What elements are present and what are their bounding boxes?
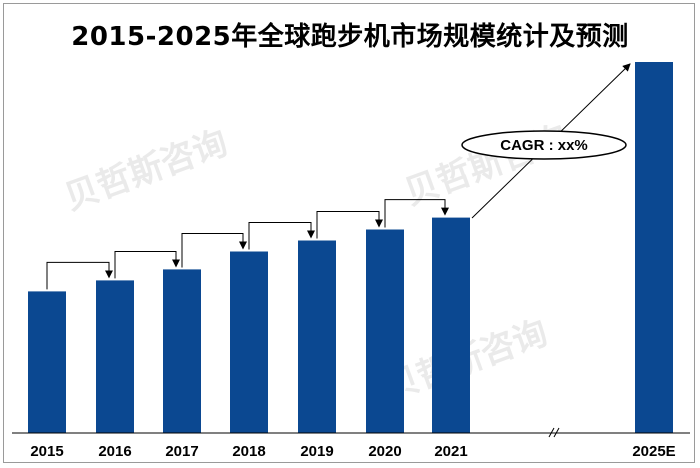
bar-2020: [366, 229, 404, 433]
x-tick-label-2018: 2018: [232, 443, 265, 460]
x-tick-labels: 2015 2016 2017 2018 2019 2020 2021 2025E: [30, 443, 675, 460]
x-tick-label-2016: 2016: [98, 443, 131, 460]
connector-2017-2018: [181, 232, 247, 268]
x-tick-label-2021: 2021: [434, 443, 467, 460]
bar-2017: [163, 269, 201, 433]
bar-2018: [230, 251, 268, 433]
chart-title: 2015-2025年全球跑步机市场规模统计及预测: [71, 22, 629, 52]
connector-2015-2016: [46, 261, 113, 290]
year-over-year-connectors: [46, 199, 449, 290]
connector-2020-2021: [384, 199, 449, 228]
connector-2019-2020: [316, 211, 383, 239]
connector-2018-2019: [248, 222, 315, 250]
x-tick-label-2017: 2017: [165, 443, 198, 460]
axis-break-icon: [548, 427, 560, 438]
x-tick-label-2019: 2019: [300, 443, 333, 460]
connector-2016-2017: [114, 250, 180, 279]
bar-2025E: [635, 62, 673, 433]
bar-2016: [96, 280, 134, 433]
x-tick-label-2015: 2015: [30, 443, 63, 460]
bars-layer: [28, 62, 673, 433]
x-tick-label-2025E: 2025E: [632, 443, 675, 460]
cagr-label: CAGR : xx%: [500, 137, 588, 154]
watermark-left: 贝哲斯咨询: [59, 123, 232, 219]
bar-2015: [28, 291, 66, 433]
bar-2019: [298, 240, 336, 433]
bar-2021: [432, 217, 470, 433]
cagr-ellipse: [461, 130, 627, 160]
x-tick-label-2020: 2020: [368, 443, 401, 460]
